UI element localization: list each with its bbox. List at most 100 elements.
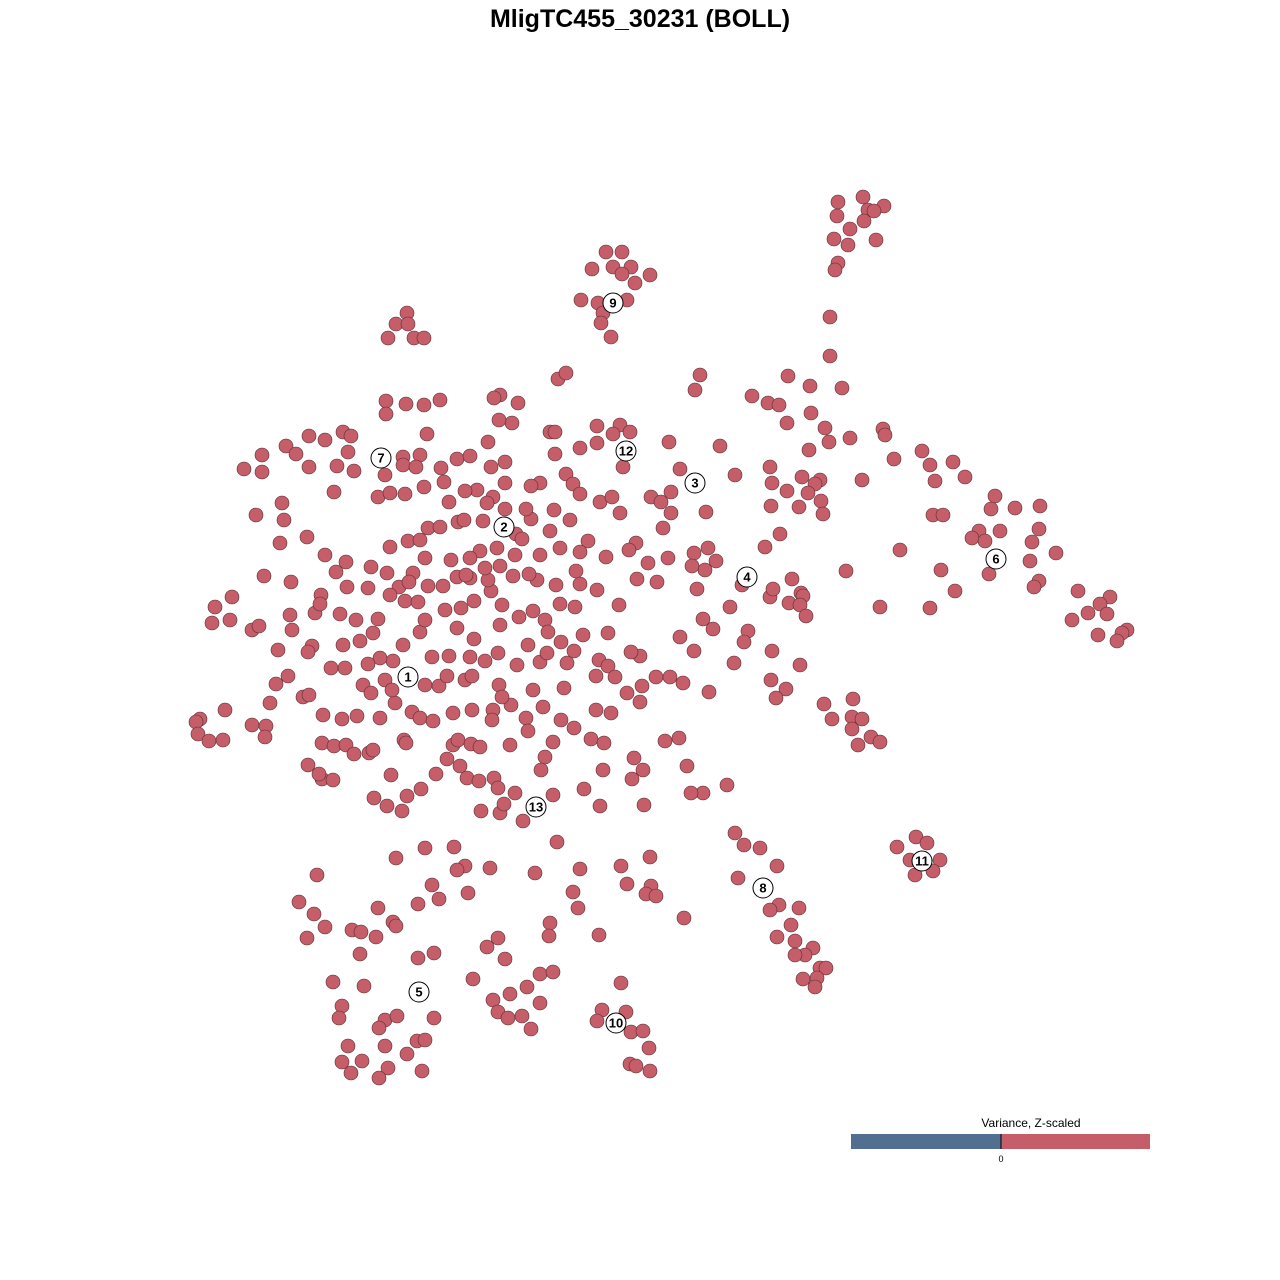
data-point [410, 950, 426, 966]
data-point [872, 734, 888, 750]
data-point [410, 594, 426, 610]
data-point [244, 717, 260, 733]
data-point [736, 837, 752, 853]
data-point [417, 1032, 433, 1048]
data-point [343, 428, 359, 444]
data-point [822, 309, 838, 325]
cluster-label-text: 12 [619, 444, 633, 459]
data-point [708, 553, 724, 569]
data-point [676, 910, 692, 926]
data-point [426, 1010, 442, 1026]
data-point [382, 539, 398, 555]
data-point [371, 1070, 387, 1086]
data-point [274, 495, 290, 511]
data-point [565, 476, 581, 492]
data-point [634, 678, 650, 694]
data-point [736, 634, 752, 650]
data-point [763, 498, 779, 514]
data-point [623, 644, 639, 660]
data-point [850, 737, 866, 753]
data-point [378, 393, 394, 409]
data-point [334, 1054, 350, 1070]
data-point [395, 637, 411, 653]
data-point [780, 368, 796, 384]
cluster-label: 3 [684, 472, 706, 494]
data-point [401, 574, 417, 590]
data-point [458, 567, 474, 583]
data-point [701, 684, 717, 700]
data-point [566, 720, 582, 736]
data-point [752, 840, 768, 856]
data-point [855, 189, 871, 205]
data-point [549, 834, 565, 850]
data-point [815, 506, 831, 522]
data-point [314, 735, 330, 751]
data-point [842, 221, 858, 237]
data-point [462, 448, 478, 464]
data-point [306, 906, 322, 922]
data-point [547, 446, 563, 462]
data-point [417, 840, 433, 856]
data-point [472, 543, 488, 559]
data-point [500, 1010, 516, 1026]
data-point [712, 438, 728, 454]
data-point [546, 502, 562, 518]
data-point [453, 600, 469, 616]
data-point [595, 762, 611, 778]
data-point [441, 648, 457, 664]
data-point [556, 680, 572, 696]
data-point [479, 939, 495, 955]
data-point [424, 649, 440, 665]
data-point [325, 974, 341, 990]
data-point [527, 865, 543, 881]
data-point [542, 915, 558, 931]
data-point [663, 484, 679, 500]
data-point [288, 446, 304, 462]
data-point [762, 459, 778, 475]
cluster-label-badge [493, 516, 515, 538]
data-point [769, 858, 785, 874]
data-point [497, 501, 513, 517]
data-point [420, 578, 436, 594]
data-point [1024, 534, 1040, 550]
data-point [462, 649, 478, 665]
data-point [412, 532, 428, 548]
data-point [521, 566, 537, 582]
data-point [416, 330, 432, 346]
data-point [539, 645, 555, 661]
data-point [629, 571, 645, 587]
data-point [497, 475, 513, 491]
data-point [397, 593, 413, 609]
data-point [416, 479, 432, 495]
data-point [830, 194, 846, 210]
data-point [552, 596, 568, 612]
data-point [360, 656, 376, 672]
data-point [769, 929, 785, 945]
data-point [657, 733, 673, 749]
data-point [545, 787, 561, 803]
data-point [795, 971, 811, 987]
data-point [462, 550, 478, 566]
data-point [1031, 521, 1047, 537]
data-point [635, 1023, 651, 1039]
data-point [648, 669, 664, 685]
data-point [368, 929, 384, 945]
data-point [787, 933, 803, 949]
cluster-label-text: 9 [609, 296, 616, 311]
data-point [566, 643, 582, 659]
data-point [957, 469, 973, 485]
data-point [604, 489, 620, 505]
colorbar-legend: Variance, Z-scaled 0 [851, 1116, 1150, 1164]
cluster-label-badge [911, 850, 933, 872]
data-point [382, 485, 398, 501]
data-point [700, 540, 716, 556]
data-point [284, 622, 300, 638]
data-point [190, 726, 206, 742]
data-point [464, 702, 480, 718]
data-point [771, 397, 787, 413]
data-point [309, 867, 325, 883]
data-point [408, 459, 424, 475]
data-point [384, 682, 400, 698]
data-point [520, 637, 536, 653]
cluster-label-text: 4 [743, 570, 751, 585]
